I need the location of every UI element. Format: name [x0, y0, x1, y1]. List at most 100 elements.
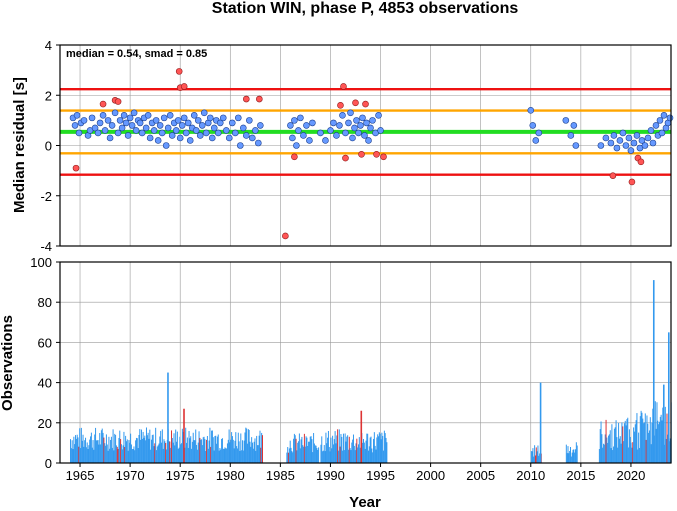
- observation-bar: [320, 444, 322, 463]
- observation-bar: [378, 436, 380, 463]
- residual-panel: -4 -2 0 2 4 median = 0.54, smad = 0.85 Media…: [11, 38, 674, 254]
- residual-point: [656, 117, 664, 124]
- residual-point: [71, 122, 79, 129]
- residual-point: [80, 117, 88, 124]
- outlier-point: [609, 172, 617, 179]
- observation-bar: [165, 442, 167, 463]
- observation-bar: [632, 442, 634, 463]
- observation-bar: [139, 429, 141, 463]
- observation-bar: [256, 435, 258, 463]
- observation-bar: [145, 440, 147, 463]
- observation-bar: [286, 452, 288, 463]
- residual-point: [200, 109, 208, 117]
- observation-bar: [292, 452, 294, 463]
- y-tick-label: -4: [40, 239, 52, 254]
- residual-point: [602, 134, 610, 142]
- residual-point: [180, 114, 188, 122]
- observation-bar: [349, 448, 351, 463]
- observation-bars: [70, 280, 672, 463]
- observation-bar: [196, 449, 198, 463]
- observation-bar: [327, 431, 329, 463]
- observation-bar: [140, 429, 142, 463]
- observation-bar: [154, 443, 156, 463]
- observation-bar: [110, 439, 112, 463]
- observation-bar: [362, 442, 364, 463]
- residual-point: [333, 132, 340, 139]
- observation-bar: [382, 435, 384, 463]
- observation-bar: [367, 433, 369, 463]
- x-tick-label: 2010: [516, 468, 545, 483]
- observation-bar: [669, 438, 671, 463]
- observation-bar: [350, 450, 352, 463]
- observation-bar: [175, 429, 177, 463]
- observation-bar: [192, 432, 194, 463]
- observation-bar: [622, 426, 624, 463]
- observation-bar: [201, 439, 203, 463]
- observation-bar: [245, 427, 247, 463]
- residual-point: [172, 127, 180, 134]
- observation-bar: [213, 450, 215, 463]
- observation-bar: [603, 443, 605, 463]
- residual-point: [214, 129, 222, 137]
- observation-bar: [620, 443, 622, 463]
- observation-bar: [143, 437, 145, 463]
- residual-point: [610, 132, 618, 139]
- observation-bar: [94, 434, 96, 463]
- observation-bar: [576, 445, 578, 463]
- observation-bar: [627, 417, 629, 463]
- residual-point: [111, 109, 119, 117]
- observation-bar: [308, 441, 310, 463]
- observation-bar: [128, 440, 130, 463]
- observation-bar: [259, 430, 261, 463]
- residual-point: [202, 129, 210, 137]
- observation-bar: [368, 450, 370, 463]
- residual-point: [255, 139, 262, 147]
- observation-bar: [304, 446, 306, 463]
- observation-bar: [176, 441, 178, 463]
- residual-point: [104, 117, 112, 124]
- residual-point: [142, 124, 150, 132]
- observation-bar: [662, 384, 665, 463]
- observation-bar: [226, 443, 228, 463]
- residual-point: [562, 117, 570, 124]
- observation-bar: [612, 450, 614, 463]
- observation-bar: [307, 446, 309, 463]
- residual-point: [357, 122, 364, 129]
- observation-bar: [301, 436, 303, 463]
- observation-bar: [383, 430, 385, 463]
- observation-bar: [630, 442, 632, 463]
- observation-bar: [322, 451, 324, 463]
- observation-bar: [103, 437, 105, 463]
- observation-bar: [156, 446, 158, 463]
- observation-bar: [353, 445, 355, 463]
- observation-bar: [113, 450, 115, 463]
- residual-point: [532, 137, 540, 144]
- observation-bar: [624, 420, 626, 463]
- observation-bar: [290, 447, 292, 463]
- observation-bar: [604, 434, 606, 463]
- observation-bar: [78, 446, 80, 463]
- observation-bar: [373, 432, 375, 463]
- observation-bar: [575, 449, 577, 463]
- observation-bar: [159, 436, 161, 463]
- observation-bar: [619, 436, 621, 463]
- observation-bar: [86, 442, 88, 463]
- observation-bar: [298, 441, 300, 463]
- observation-bar: [236, 448, 238, 463]
- x-tick-label: 2000: [416, 468, 445, 483]
- observation-bar: [385, 437, 387, 463]
- observation-bar: [224, 447, 226, 463]
- observation-bar: [288, 448, 290, 463]
- observation-bar: [664, 406, 666, 463]
- residual-point: [194, 117, 202, 124]
- residual-point: [73, 112, 81, 119]
- residual-point: [174, 117, 182, 124]
- observation-bar: [97, 440, 99, 463]
- observation-bar: [171, 430, 173, 463]
- observation-bar: [191, 441, 193, 463]
- residual-point: [353, 117, 360, 124]
- residual-point: [91, 124, 99, 132]
- observation-bar: [87, 449, 89, 463]
- observation-bar: [655, 428, 657, 463]
- observation-bar: [114, 433, 116, 463]
